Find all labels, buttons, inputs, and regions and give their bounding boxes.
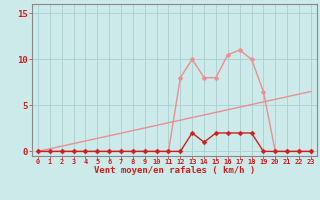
X-axis label: Vent moyen/en rafales ( km/h ): Vent moyen/en rafales ( km/h ): [94, 166, 255, 175]
